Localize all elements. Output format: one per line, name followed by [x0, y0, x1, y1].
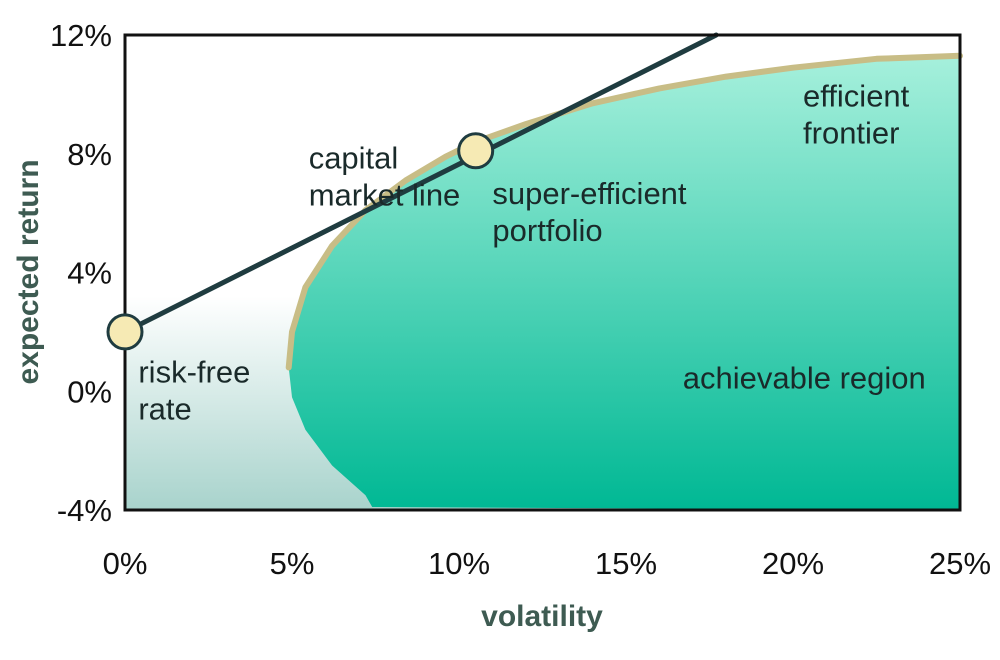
- highlight-points: [106, 132, 495, 351]
- annotation-4: achievable region: [683, 360, 926, 395]
- highlight-point-1: [457, 132, 495, 170]
- annotation-3: risk-free rate: [138, 354, 250, 426]
- x-tick-label: 20%: [762, 546, 824, 581]
- y-tick-label: 12%: [50, 18, 112, 53]
- x-tick-label: 10%: [428, 546, 490, 581]
- chart-annotations: capital market line super-efficient portfol…: [138, 78, 925, 426]
- y-tick-label: -4%: [57, 493, 112, 528]
- x-axis-title: volatility: [481, 600, 603, 633]
- x-tick-label: 0%: [103, 546, 148, 581]
- annotation-2: efficient frontier: [803, 78, 910, 150]
- capital-market-line: [122, 32, 719, 335]
- x-axis-ticks: 0% 5% 10% 15% 20% 25%: [103, 546, 991, 581]
- y-tick-label: 8%: [67, 137, 112, 172]
- plot-frame: [123, 33, 962, 512]
- x-tick-label: 5%: [270, 546, 315, 581]
- y-tick-label: 0%: [67, 374, 112, 409]
- annotation-1: super-efficient portfolio: [492, 176, 687, 248]
- y-axis-title: expected return: [12, 159, 45, 384]
- x-tick-label: 25%: [929, 546, 991, 581]
- x-tick-label: 15%: [595, 546, 657, 581]
- y-tick-label: 4%: [67, 256, 112, 291]
- y-axis-ticks: -4% 0% 4% 8% 12%: [50, 18, 112, 528]
- highlight-point-0: [106, 313, 144, 351]
- achievable-region-area: [288, 55, 960, 511]
- annotation-0: capital market line: [309, 141, 461, 213]
